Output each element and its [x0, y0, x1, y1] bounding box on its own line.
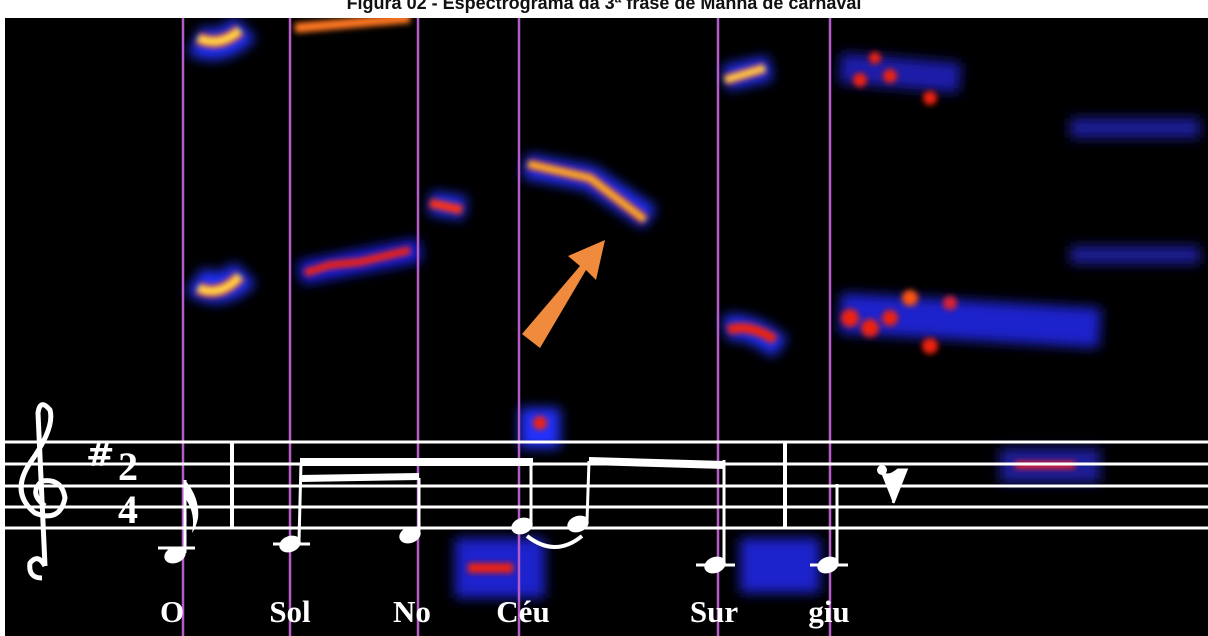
page: Figura 02 - Espectrograma da 3ª frase de…	[0, 0, 1208, 636]
lyric: O	[160, 594, 184, 629]
lyric: No	[393, 594, 431, 629]
spectrogram-figure: # 2 4 O Sol No Céu Sur giu	[0, 18, 1208, 636]
lyric: Céu	[496, 594, 549, 629]
lyric: giu	[808, 594, 849, 629]
time-signature-bottom: 4	[118, 487, 138, 532]
key-signature: #	[86, 435, 115, 475]
time-signature-top: 2	[118, 444, 138, 489]
lyric: Sur	[690, 594, 738, 629]
lyric: Sol	[269, 594, 311, 629]
figure-title: Figura 02 - Espectrograma da 3ª frase de…	[0, 0, 1208, 14]
